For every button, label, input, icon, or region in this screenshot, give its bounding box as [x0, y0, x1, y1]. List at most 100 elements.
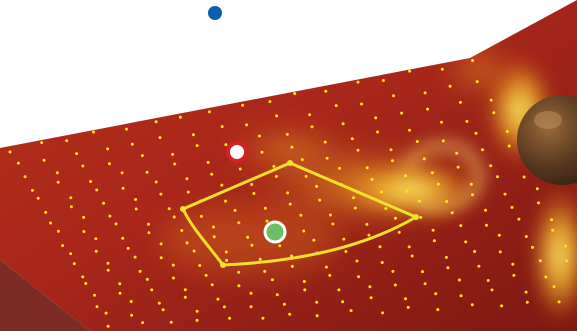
sample-dot	[302, 280, 306, 283]
sample-dot	[432, 239, 436, 243]
sample-dot	[471, 193, 474, 197]
sample-dot	[431, 228, 435, 232]
sample-dot	[61, 244, 65, 248]
sample-dot	[212, 225, 215, 229]
sample-dot	[421, 270, 424, 274]
sample-dot	[56, 229, 60, 233]
sample-dot	[308, 113, 312, 117]
sample-dot	[426, 107, 430, 111]
sample-dot	[380, 261, 384, 264]
sample-dot	[436, 182, 440, 186]
sample-dot	[237, 270, 241, 274]
sample-dot	[465, 119, 469, 123]
sample-dot	[290, 145, 294, 149]
sample-dot	[206, 160, 210, 164]
sample-dot	[353, 206, 357, 210]
sample-dot	[455, 151, 459, 155]
sample-dot	[384, 207, 388, 210]
sample-dot	[118, 282, 122, 286]
sample-dot	[106, 324, 110, 328]
sample-dot	[410, 254, 414, 258]
sample-dot	[360, 102, 363, 106]
sample-dot	[207, 110, 211, 114]
sample-dot	[158, 136, 162, 140]
sample-dot	[550, 218, 554, 222]
sample-dot	[140, 154, 144, 158]
sample-dot	[286, 191, 290, 195]
sample-dot	[485, 223, 488, 227]
sample-dot	[356, 80, 360, 84]
sample-dot	[169, 320, 173, 324]
sample-dot	[381, 311, 385, 315]
red-ring-marker-icon[interactable]	[226, 141, 248, 163]
sample-dot	[171, 152, 175, 156]
sample-dot	[40, 141, 44, 145]
sample-dot	[464, 240, 468, 244]
sample-dot	[477, 264, 481, 268]
sample-dot	[258, 257, 262, 261]
sample-dot	[318, 198, 322, 202]
sample-dot	[233, 208, 237, 212]
sample-dot	[8, 150, 12, 154]
sample-dot	[365, 222, 369, 226]
sample-dot	[147, 231, 151, 235]
sample-dot	[93, 293, 96, 297]
sample-dot	[328, 213, 332, 217]
sphere-object	[517, 95, 577, 185]
sample-dot	[456, 165, 460, 169]
sample-dot	[458, 100, 462, 104]
sample-dot	[517, 217, 521, 221]
sample-dot	[249, 291, 253, 295]
sample-dot	[23, 175, 27, 179]
sample-dot	[367, 233, 371, 237]
sample-dot	[92, 130, 95, 134]
sample-dot	[503, 192, 507, 196]
sample-dot	[133, 255, 137, 259]
sample-dot	[312, 238, 316, 242]
sample-dot	[130, 313, 134, 317]
sample-dot	[198, 264, 202, 267]
sample-dot	[185, 177, 189, 181]
sample-dot	[225, 258, 229, 262]
sample-dot	[370, 178, 374, 181]
sample-dot	[89, 180, 93, 183]
sample-dot	[237, 221, 241, 225]
sample-dot	[524, 235, 528, 238]
sample-dot	[171, 276, 175, 280]
green-ring-marker-icon[interactable]	[263, 220, 287, 244]
sample-dot	[441, 139, 445, 143]
sample-dot-field	[8, 59, 568, 328]
sample-dot	[380, 190, 384, 194]
sample-dot	[263, 206, 267, 210]
sample-dot	[268, 100, 272, 104]
sample-dot	[365, 166, 369, 170]
sample-dot	[55, 171, 59, 175]
sample-dot	[84, 282, 88, 285]
sample-dot	[121, 186, 125, 190]
sample-dot	[511, 262, 515, 266]
sample-dot	[82, 215, 86, 219]
sample-dot	[323, 140, 327, 144]
sample-dot	[405, 189, 409, 193]
sample-dot	[512, 273, 516, 277]
sample-dot	[171, 263, 175, 267]
sample-dot	[334, 104, 338, 108]
blue-dot-marker-icon[interactable]	[208, 6, 222, 20]
sample-dot	[274, 175, 278, 178]
sample-dot	[422, 157, 426, 161]
sample-dot	[195, 144, 199, 148]
sample-dot	[368, 285, 372, 289]
sample-dot	[510, 205, 514, 209]
sample-dot	[129, 300, 133, 303]
sample-dot	[315, 300, 319, 304]
sample-dot	[302, 229, 306, 233]
sample-dot	[159, 256, 163, 260]
sample-dot	[222, 305, 226, 309]
sample-dot	[95, 305, 99, 309]
sample-dot	[486, 279, 490, 282]
sample-dot	[104, 311, 108, 315]
sample-dot	[535, 187, 539, 191]
sample-dot	[408, 69, 412, 73]
sample-dot	[56, 180, 60, 184]
sample-dot	[525, 300, 529, 304]
